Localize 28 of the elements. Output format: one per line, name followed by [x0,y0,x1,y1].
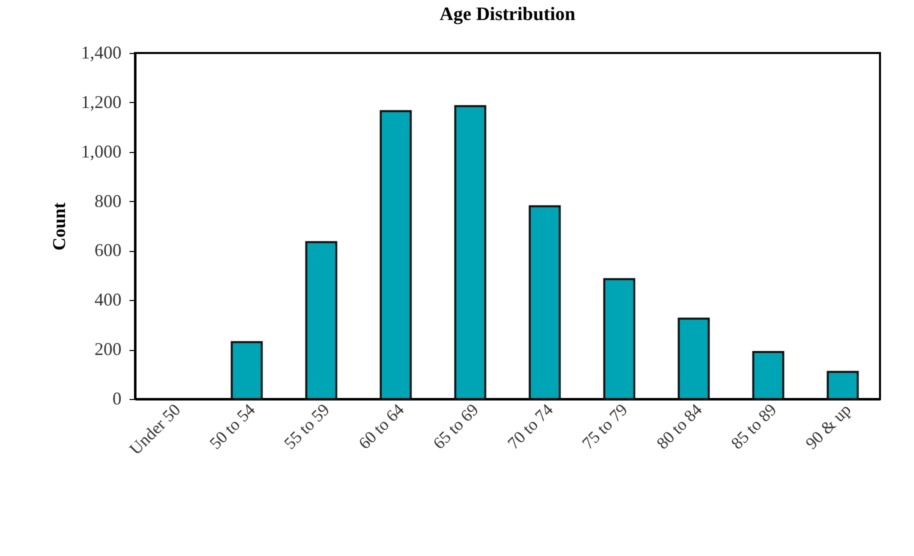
bar [380,110,412,400]
y-tick-label: 400 [94,290,122,310]
x-tick-label: 55 to 59 [280,400,334,453]
y-axis-title: Count [49,202,69,251]
x-tick-label: 60 to 64 [354,400,408,453]
bar [678,318,710,400]
bar [603,278,636,400]
bar [230,341,263,400]
y-tick-label: 200 [94,339,122,360]
y-tick-label: 0 [112,388,122,408]
x-tick-label: 70 to 74 [504,400,558,453]
x-tick-label: 90 & up [802,400,855,453]
y-tick-label: 600 [94,240,122,260]
bar [752,351,784,400]
x-tick-label: 80 to 84 [652,400,706,453]
x-tick-label: 65 to 69 [429,400,482,453]
x-tick-label: 85 to 89 [727,400,780,453]
y-tick-label: 1,000 [81,141,122,162]
bar [305,241,338,400]
x-tick-label: 50 to 54 [206,400,260,453]
y-tick-label: 1,200 [81,92,122,112]
bar [826,370,859,400]
bar [454,105,486,400]
chart-title: Age Distribution [440,4,576,25]
y-tick-label: 800 [94,190,122,211]
x-tick-label: 75 to 79 [578,400,632,453]
y-tick-label: 1,400 [81,42,122,62]
bar [528,205,561,400]
